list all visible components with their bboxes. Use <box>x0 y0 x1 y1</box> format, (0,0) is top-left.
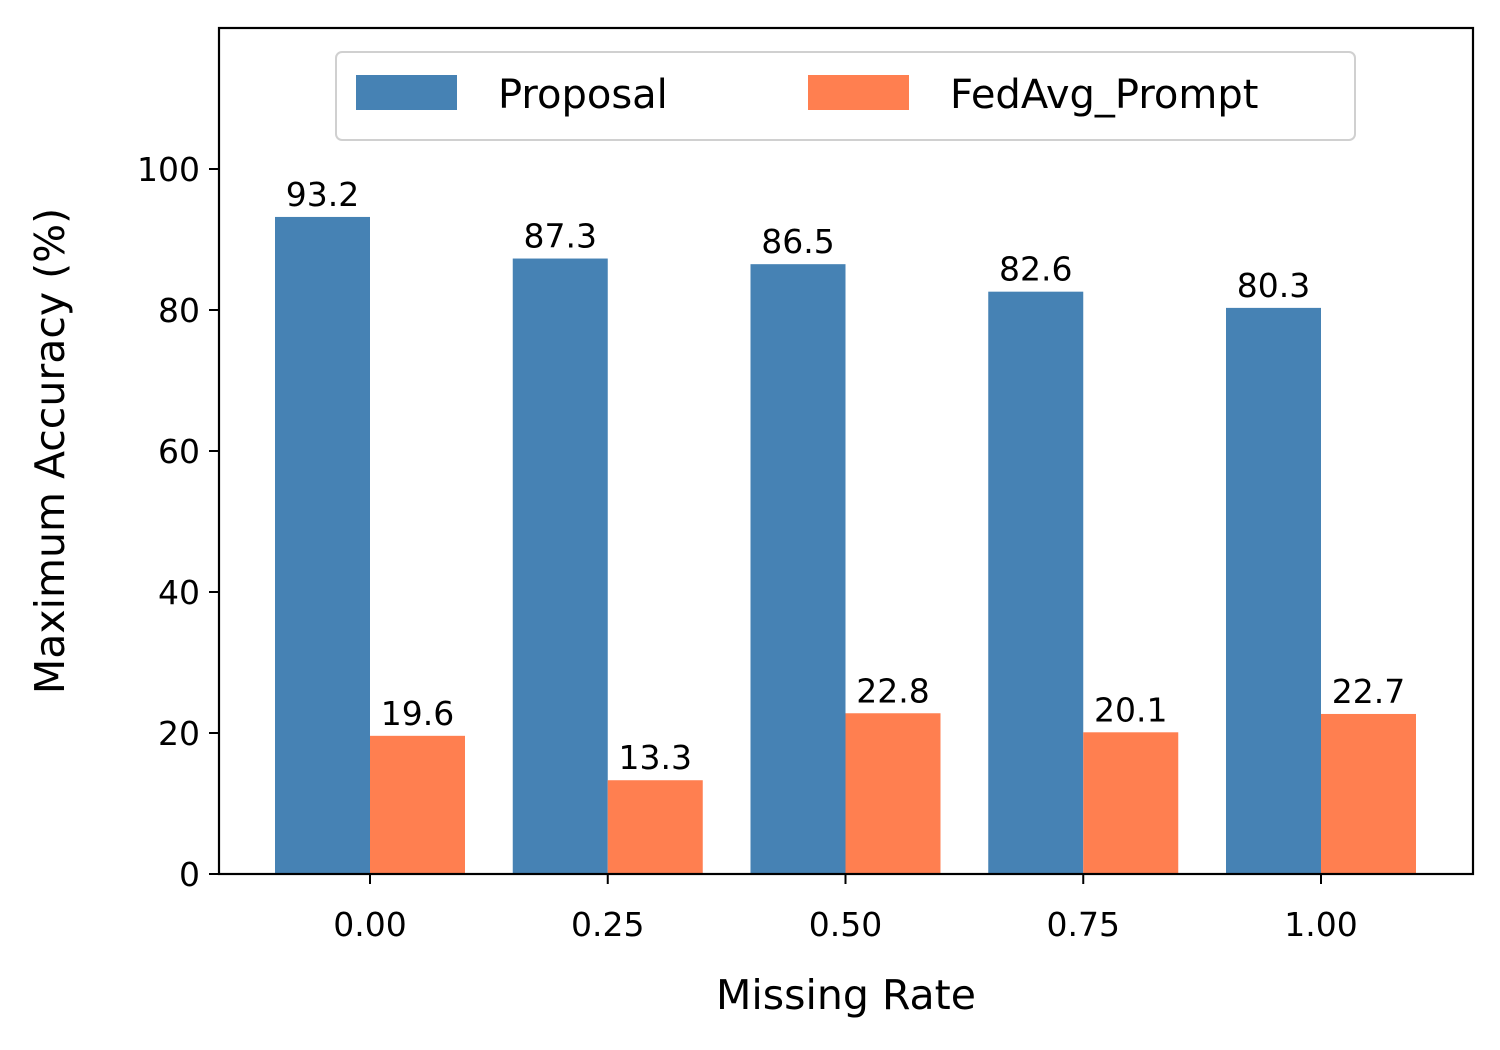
y-tick-label-0: 0 <box>179 855 200 894</box>
x-tick-label-1: 0.25 <box>571 905 644 944</box>
x-tick-label-4: 1.00 <box>1284 905 1357 944</box>
bar-fedavg-prompt-0 <box>370 735 465 874</box>
data-label-fedavg-prompt-3: 20.1 <box>1094 690 1167 729</box>
legend-label-fedavg-prompt: FedAvg_Prompt <box>950 72 1258 118</box>
data-label-fedavg-prompt-4: 22.7 <box>1332 672 1405 711</box>
data-label-proposal-2: 86.5 <box>761 222 834 261</box>
y-tick-label-1: 20 <box>158 714 200 753</box>
data-label-fedavg-prompt-0: 19.6 <box>381 694 454 733</box>
bar-fedavg-prompt-4 <box>1321 713 1416 874</box>
data-label-fedavg-prompt-2: 22.8 <box>856 671 929 710</box>
data-label-proposal-1: 87.3 <box>524 217 597 256</box>
y-tick-label-4: 80 <box>158 291 200 330</box>
bar-fedavg-prompt-2 <box>845 713 941 874</box>
bar-proposal-1 <box>512 258 608 874</box>
x-tick-label-2: 0.50 <box>809 905 882 944</box>
y-tick-label-5: 100 <box>137 150 200 189</box>
x-axis-title: Missing Rate <box>716 971 976 1019</box>
bar-proposal-4 <box>1226 307 1321 874</box>
bar-proposal-3 <box>988 291 1084 874</box>
y-tick-label-3: 60 <box>158 432 200 471</box>
x-axis: 0.00 0.25 0.50 0.75 1.00 <box>333 874 1358 944</box>
x-tick-label-0: 0.00 <box>333 905 406 944</box>
data-label-proposal-4: 80.3 <box>1237 266 1310 305</box>
data-label-proposal-3: 82.6 <box>999 250 1072 289</box>
legend: Proposal FedAvg_Prompt <box>335 51 1356 141</box>
bar-fedavg-prompt-1 <box>607 780 703 874</box>
x-tick-label-3: 0.75 <box>1047 905 1120 944</box>
bar-proposal-0 <box>275 216 370 874</box>
y-tick-label-2: 40 <box>158 573 200 612</box>
legend-swatch-proposal <box>356 75 457 110</box>
legend-swatch-fedavg-prompt <box>808 75 909 110</box>
y-axis-title: Maximum Accuracy (%) <box>26 208 74 694</box>
data-label-fedavg-prompt-1: 13.3 <box>619 738 692 777</box>
bar-proposal-2 <box>750 264 846 874</box>
bar-fedavg-prompt-3 <box>1083 732 1179 874</box>
legend-label-proposal: Proposal <box>498 72 668 118</box>
bars-layer <box>275 216 1416 874</box>
y-axis: 0 20 40 60 80 100 <box>137 150 219 894</box>
data-label-proposal-0: 93.2 <box>286 175 359 214</box>
data-labels-layer: 93.2 87.3 86.5 82.6 80.3 19.6 13.3 22.8 20.1 22.7 <box>286 175 1405 777</box>
